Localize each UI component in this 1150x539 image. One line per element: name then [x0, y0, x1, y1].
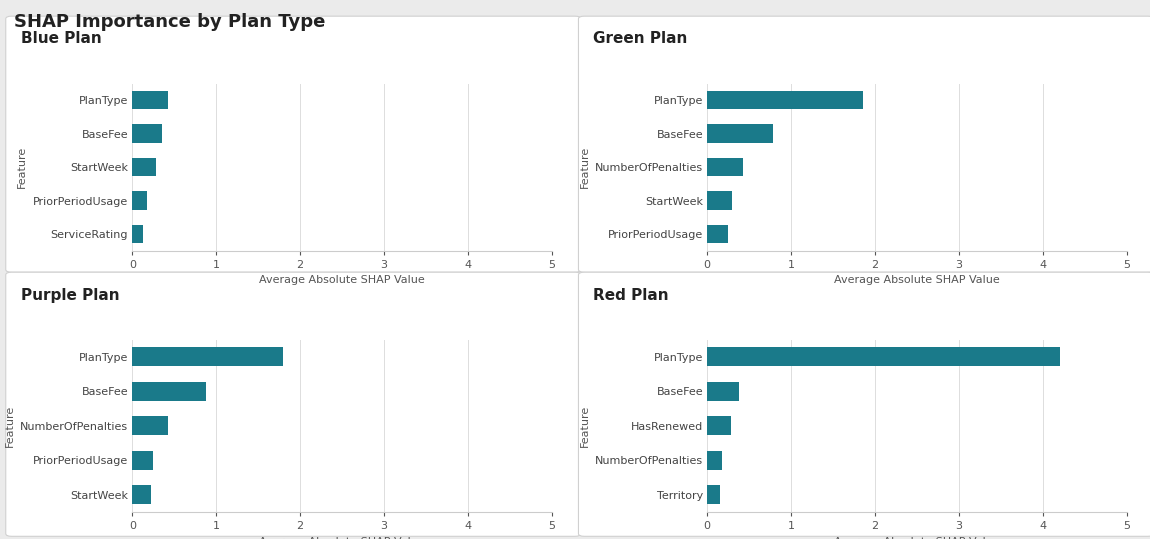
- Bar: [707, 125, 773, 143]
- Bar: [132, 125, 162, 143]
- Bar: [707, 416, 730, 436]
- Bar: [132, 382, 206, 401]
- Y-axis label: Feature: Feature: [580, 146, 590, 188]
- Bar: [132, 416, 168, 436]
- X-axis label: Average Absolute SHAP Value: Average Absolute SHAP Value: [259, 537, 426, 539]
- X-axis label: Average Absolute SHAP Value: Average Absolute SHAP Value: [834, 275, 1000, 285]
- Y-axis label: Feature: Feature: [580, 405, 590, 447]
- Bar: [707, 225, 728, 243]
- Bar: [707, 451, 722, 470]
- Bar: [707, 91, 862, 109]
- Bar: [707, 347, 1060, 367]
- Bar: [707, 382, 739, 401]
- Bar: [707, 485, 720, 505]
- Text: Green Plan: Green Plan: [593, 31, 688, 46]
- Bar: [132, 191, 147, 210]
- Bar: [132, 485, 151, 505]
- Y-axis label: Feature: Feature: [5, 405, 15, 447]
- Bar: [132, 158, 155, 176]
- Bar: [132, 347, 283, 367]
- X-axis label: Average Absolute SHAP Value: Average Absolute SHAP Value: [834, 537, 1000, 539]
- Text: Red Plan: Red Plan: [593, 288, 669, 303]
- Text: SHAP Importance by Plan Type: SHAP Importance by Plan Type: [14, 13, 325, 31]
- Bar: [707, 158, 743, 176]
- Text: Purple Plan: Purple Plan: [21, 288, 120, 303]
- Bar: [132, 225, 143, 243]
- Text: Blue Plan: Blue Plan: [21, 31, 101, 46]
- X-axis label: Average Absolute SHAP Value: Average Absolute SHAP Value: [259, 275, 426, 285]
- Bar: [132, 91, 168, 109]
- Bar: [707, 191, 733, 210]
- Y-axis label: Feature: Feature: [17, 146, 28, 188]
- Bar: [132, 451, 153, 470]
